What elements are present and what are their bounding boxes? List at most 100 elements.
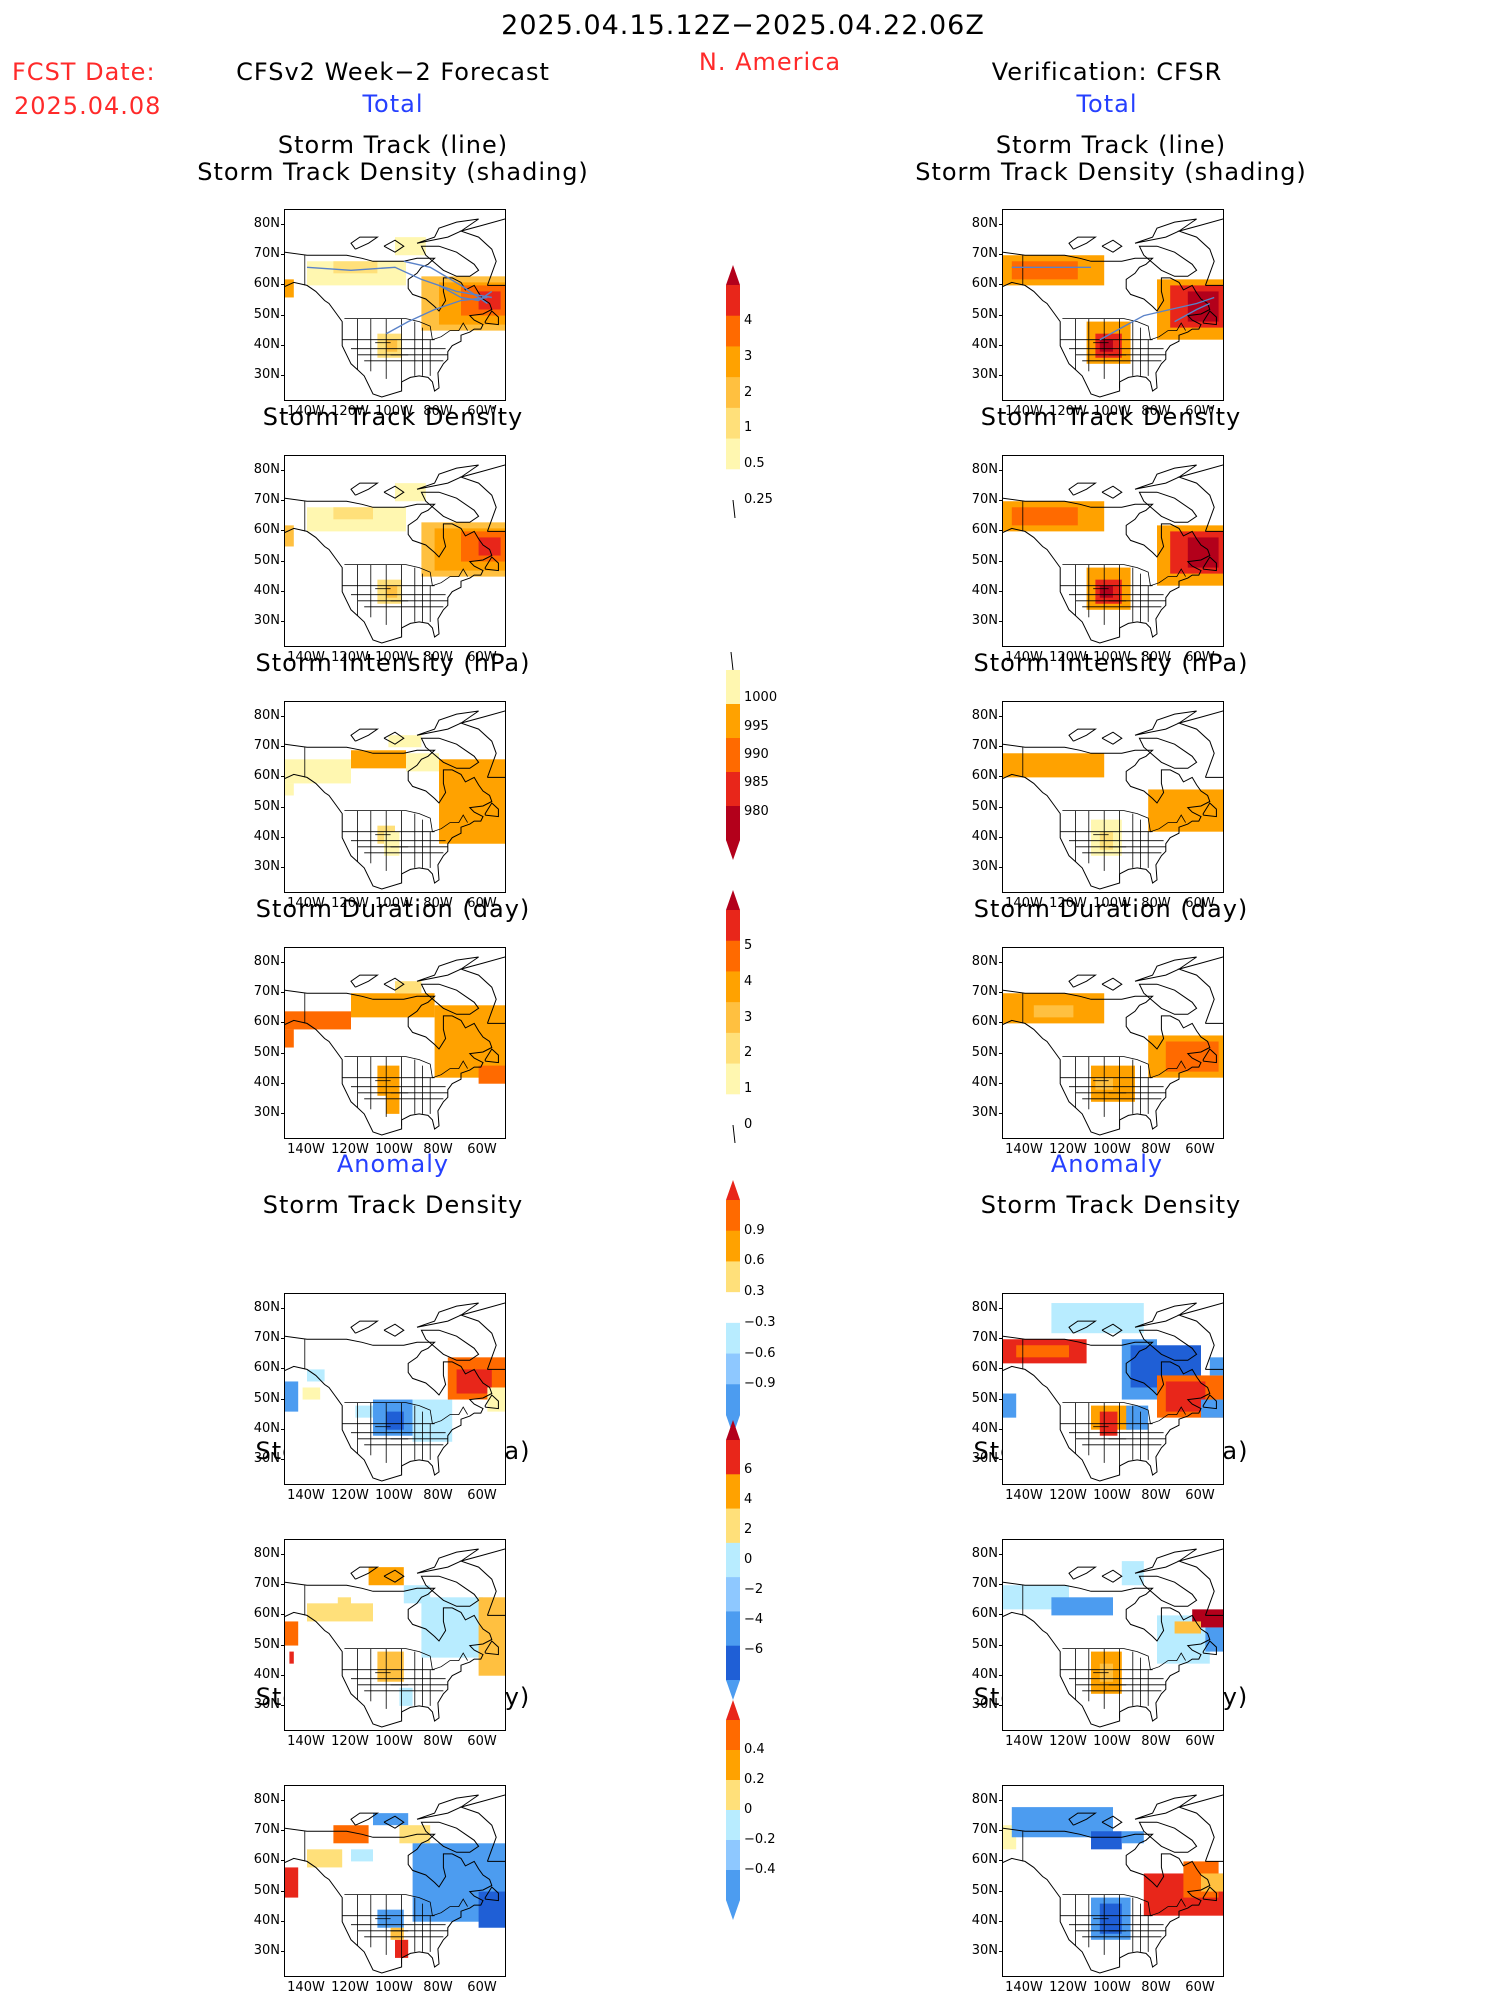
fcst-intensity-map-svg: [285, 710, 505, 890]
shading-cell: [351, 750, 406, 769]
lon-tick-label: 60W: [467, 404, 497, 419]
lat-tick-mark: [999, 1800, 1003, 1802]
lon-tick-label: 120W: [331, 1980, 369, 1995]
lat-tick-mark: [281, 1082, 285, 1084]
fcst-intensity-anom-map-svg: [285, 1548, 505, 1728]
shading-cell: [302, 1387, 321, 1400]
lat-tick-label: 60N: [971, 1852, 998, 1868]
lat-tick-label: 60N: [971, 768, 998, 784]
lat-tick-label: 60N: [971, 1360, 998, 1376]
lat-tick-label: 30N: [971, 612, 998, 628]
lon-tick-label: 80W: [423, 1488, 453, 1503]
island-outline: [1068, 974, 1097, 988]
lat-tick-label: 50N: [971, 306, 998, 322]
density-colorbar-label: 1: [744, 420, 753, 436]
shading-cell: [285, 1867, 299, 1898]
coastline: [285, 1581, 493, 1728]
lon-tick-label: 120W: [1049, 650, 1087, 665]
island-outline: [459, 1548, 505, 1616]
shading-cell: [395, 237, 426, 256]
lat-tick-label: 80N: [253, 1300, 280, 1316]
lat-tick-label: 70N: [253, 984, 280, 1000]
shading-cell: [478, 1065, 505, 1084]
island-outline: [420, 1821, 480, 1853]
lat-tick-label: 30N: [253, 1104, 280, 1120]
lat-tick-mark: [999, 374, 1003, 376]
lon-tick-label: 140W: [1005, 404, 1043, 419]
verif-density-map-svg: [1003, 464, 1223, 644]
verif-density-anom-map: [1002, 1293, 1224, 1485]
island-outline: [484, 1048, 499, 1064]
colorbar-segment: [726, 438, 740, 470]
island-outline: [1177, 218, 1223, 286]
verif-duration-map: [1002, 947, 1224, 1139]
lon-tick-label: 140W: [1005, 1488, 1043, 1503]
lon-tick-label: 60W: [467, 1488, 497, 1503]
lon-tick-label: 80W: [1141, 1488, 1171, 1503]
coastline: [1003, 1581, 1211, 1728]
lat-tick-mark: [999, 836, 1003, 838]
lon-tick-label: 140W: [1005, 650, 1043, 665]
lat-tick-label: 80N: [253, 462, 280, 478]
verif-track-title-2: Storm Track Density (shading): [915, 158, 1307, 186]
lat-tick-mark: [999, 1052, 1003, 1054]
shading-cell: [478, 1597, 505, 1676]
lon-tick-label: 60W: [1185, 1980, 1215, 1995]
colorbar-segment: [726, 1474, 740, 1510]
shading-cell: [399, 1825, 431, 1844]
colorbar-segment: [726, 1611, 740, 1647]
island-outline: [1101, 1815, 1123, 1829]
colorbar-segment: [726, 971, 740, 1003]
lat-tick-mark: [281, 1428, 285, 1430]
colorbar-segment: [726, 1384, 740, 1416]
lat-tick-mark: [281, 470, 285, 472]
island-outline: [383, 731, 405, 745]
lat-tick-label: 30N: [253, 612, 280, 628]
density-colorbar-label: 0.25: [744, 492, 773, 507]
intensity-anom-colorbar: [726, 1420, 740, 1700]
intensity-anom-colorbar-label: 0: [744, 1552, 753, 1567]
island-outline: [350, 1812, 379, 1826]
lat-tick-mark: [999, 1022, 1003, 1024]
island-outline: [1138, 245, 1198, 277]
lon-tick-label: 120W: [331, 896, 369, 911]
lat-tick-mark: [999, 962, 1003, 964]
lon-tick-label: 80W: [423, 1980, 453, 1995]
border-line: [1062, 810, 1186, 833]
lat-tick-mark: [281, 1614, 285, 1616]
lon-tick-label: 60W: [1185, 1488, 1215, 1503]
colorbar-segment: [726, 1230, 740, 1262]
colorbar-end-line: [732, 1124, 736, 1144]
lat-tick-label: 30N: [971, 1104, 998, 1120]
fcst-track-map-svg: [285, 218, 505, 398]
lon-tick-label: 100W: [1093, 896, 1131, 911]
lon-tick-label: 60W: [467, 896, 497, 911]
lat-tick-mark: [281, 560, 285, 562]
island-outline: [1134, 1548, 1197, 1574]
lat-tick-label: 30N: [253, 858, 280, 874]
shading-cell: [285, 1381, 299, 1412]
lat-tick-label: 60N: [253, 768, 280, 784]
fcst-density-anom-title: Storm Track Density: [262, 1191, 524, 1219]
colorbar-segment: [726, 1353, 740, 1385]
lat-tick-mark: [999, 1428, 1003, 1430]
verif-track-map: [1002, 209, 1224, 401]
lat-tick-label: 40N: [253, 582, 280, 598]
lat-tick-mark: [281, 716, 285, 718]
shading-cell: [1187, 537, 1219, 568]
island-outline: [459, 218, 505, 286]
lon-tick-label: 100W: [1093, 1734, 1131, 1749]
lat-tick-mark: [999, 1338, 1003, 1340]
shading-cell: [1051, 1303, 1144, 1334]
lon-tick-label: 120W: [1049, 896, 1087, 911]
intensity-anom-colorbar-label: −2: [744, 1582, 764, 1597]
lon-tick-label: 120W: [331, 650, 369, 665]
lat-tick-label: 50N: [253, 1882, 280, 1898]
shading-cell: [1003, 1393, 1017, 1418]
verif-track-map-svg: [1003, 218, 1223, 398]
island-outline: [1134, 1302, 1197, 1328]
lat-tick-mark: [999, 590, 1003, 592]
lat-tick-label: 70N: [253, 738, 280, 754]
lat-tick-mark: [281, 866, 285, 868]
lat-tick-mark: [999, 1368, 1003, 1370]
